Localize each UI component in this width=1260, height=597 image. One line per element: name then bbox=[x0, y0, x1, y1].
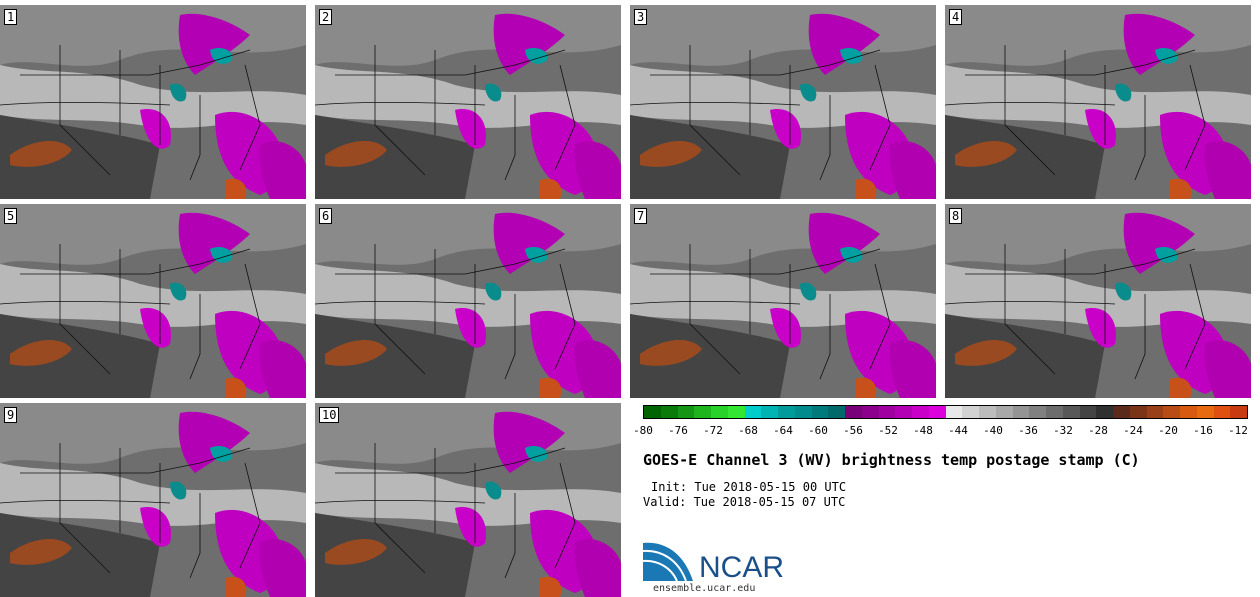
colorbar-segment bbox=[794, 406, 812, 418]
colorbar-segment bbox=[1062, 406, 1080, 418]
colorbar-segment bbox=[861, 406, 879, 418]
colorbar-segment bbox=[912, 406, 929, 418]
colorbar-tick-label: -64 bbox=[773, 424, 793, 437]
colorbar-segment bbox=[1213, 406, 1231, 418]
colorbar-segment bbox=[979, 406, 996, 418]
stamp-panel-4: 4 bbox=[945, 5, 1251, 199]
colorbar-tick-label: -48 bbox=[913, 424, 933, 437]
colorbar-segment bbox=[1046, 406, 1063, 418]
colorbar-segment bbox=[1129, 406, 1147, 418]
ncar-logo: NCAR bbox=[643, 542, 784, 583]
stamp-panel-5: 5 bbox=[0, 204, 306, 398]
colorbar-tick-label: -52 bbox=[878, 424, 898, 437]
panel-number: 1 bbox=[4, 9, 18, 25]
colorbar-tick-label: -12 bbox=[1228, 424, 1248, 437]
colorbar-segment bbox=[1113, 406, 1130, 418]
colorbar-segment bbox=[1163, 406, 1180, 418]
colorbar-tick-label: -20 bbox=[1158, 424, 1178, 437]
stamp-panel-2: 2 bbox=[315, 5, 621, 199]
stamp-panel-10: 10 bbox=[315, 403, 621, 597]
colorbar-segment bbox=[945, 406, 963, 418]
colorbar-tick-label: -44 bbox=[948, 424, 968, 437]
colorbar-tick-labels: -80 -76 -72 -68 -64 -60 -56 -52 -48 -44 -40 -36 -32 -… bbox=[630, 424, 1260, 438]
colorbar-tick-label: -24 bbox=[1123, 424, 1143, 437]
figure-title: GOES-E Channel 3 (WV) brightness temp po… bbox=[643, 451, 1140, 469]
colorbar-tick-label: -36 bbox=[1018, 424, 1038, 437]
init-time: Init: Tue 2018-05-15 00 UTC bbox=[651, 480, 847, 494]
panel-number: 10 bbox=[319, 407, 340, 423]
colorbar-segment bbox=[744, 406, 762, 418]
colorbar-segment bbox=[895, 406, 912, 418]
colorbar-segment bbox=[845, 406, 862, 418]
wv-map bbox=[315, 204, 621, 398]
colorbar-segment bbox=[1079, 406, 1097, 418]
colorbar-tick-label: -68 bbox=[738, 424, 758, 437]
stamp-panel-9: 9 bbox=[0, 403, 306, 597]
colorbar-segment bbox=[711, 406, 728, 418]
colorbar-segment bbox=[878, 406, 896, 418]
wv-map bbox=[945, 204, 1251, 398]
colorbar-segment bbox=[1146, 406, 1164, 418]
wv-map bbox=[945, 5, 1251, 199]
stamp-panel-3: 3 bbox=[630, 5, 936, 199]
logo-text: NCAR bbox=[699, 551, 784, 583]
panel-number: 6 bbox=[319, 208, 333, 224]
panel-number: 5 bbox=[4, 208, 18, 224]
colorbar-segment bbox=[995, 406, 1013, 418]
colorbar-segment bbox=[727, 406, 745, 418]
colorbar-segment bbox=[1196, 406, 1214, 418]
stamp-panel-1: 1 bbox=[0, 5, 306, 199]
colorbar-segment bbox=[761, 406, 778, 418]
colorbar-segment bbox=[1096, 406, 1113, 418]
stamp-panel-6: 6 bbox=[315, 204, 621, 398]
panel-number: 7 bbox=[634, 208, 648, 224]
panel-number: 3 bbox=[634, 9, 648, 25]
colorbar-segment bbox=[644, 406, 661, 418]
colorbar-segment bbox=[778, 406, 795, 418]
colorbar-segment bbox=[828, 406, 845, 418]
colorbar-tick-label: -40 bbox=[983, 424, 1003, 437]
colorbar-tick-label: -16 bbox=[1193, 424, 1213, 437]
panel-number: 2 bbox=[319, 9, 333, 25]
wv-map bbox=[315, 5, 621, 199]
website-url: ensemble.ucar.edu bbox=[653, 583, 756, 594]
colorbar-segment bbox=[962, 406, 979, 418]
colorbar-segment bbox=[1230, 406, 1247, 418]
colorbar-tick-label: -76 bbox=[668, 424, 688, 437]
colorbar bbox=[643, 405, 1248, 419]
colorbar-tick-label: -32 bbox=[1053, 424, 1073, 437]
wv-map bbox=[630, 204, 936, 398]
colorbar-tick-label: -72 bbox=[703, 424, 723, 437]
colorbar-tick-label: -28 bbox=[1088, 424, 1108, 437]
colorbar-segment bbox=[1180, 406, 1197, 418]
colorbar-segment bbox=[811, 406, 829, 418]
wv-map bbox=[0, 403, 306, 597]
colorbar-segment bbox=[1012, 406, 1030, 418]
panel-number: 4 bbox=[949, 9, 963, 25]
wv-map bbox=[630, 5, 936, 199]
wv-map bbox=[315, 403, 621, 597]
colorbar-segment bbox=[928, 406, 946, 418]
panel-number: 9 bbox=[4, 407, 18, 423]
colorbar-tick-label: -56 bbox=[843, 424, 863, 437]
colorbar-segment bbox=[694, 406, 711, 418]
valid-time: Valid: Tue 2018-05-15 07 UTC bbox=[643, 495, 846, 509]
panel-number: 8 bbox=[949, 208, 963, 224]
colorbar-segment bbox=[1029, 406, 1046, 418]
colorbar-segment bbox=[660, 406, 678, 418]
stamp-panel-7: 7 bbox=[630, 204, 936, 398]
colorbar-segment bbox=[677, 406, 695, 418]
colorbar-tick-label: -80 bbox=[633, 424, 653, 437]
colorbar-tick-label: -60 bbox=[808, 424, 828, 437]
wv-map bbox=[0, 204, 306, 398]
wv-map bbox=[0, 5, 306, 199]
stamp-panel-8: 8 bbox=[945, 204, 1251, 398]
